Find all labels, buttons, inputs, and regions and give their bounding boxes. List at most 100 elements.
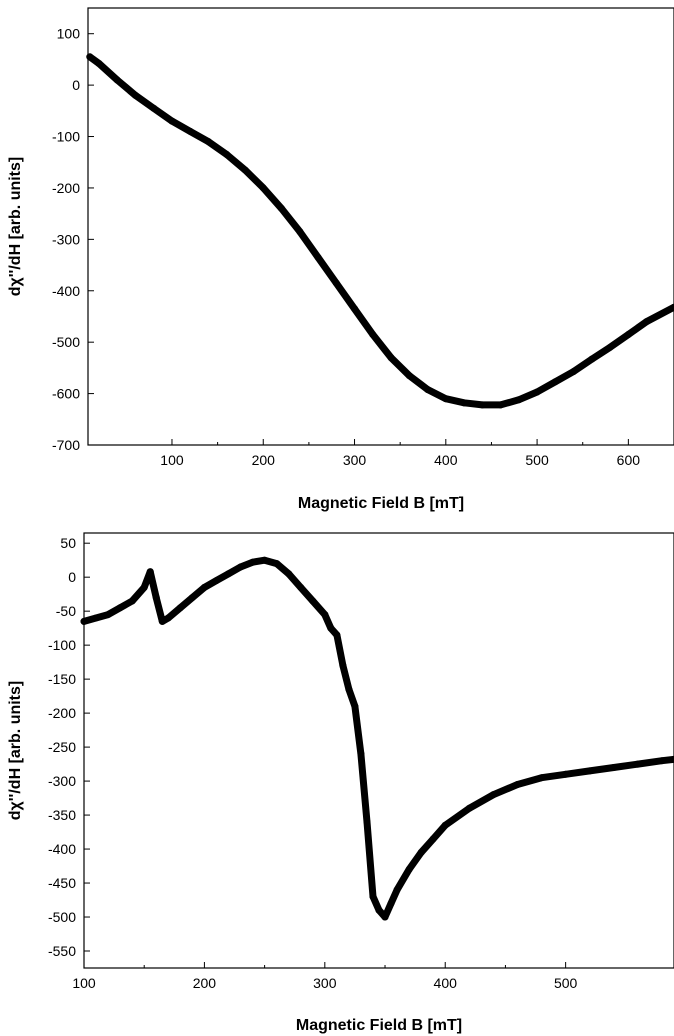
series-line — [86, 53, 674, 409]
data-point — [442, 395, 450, 403]
data-point — [224, 570, 232, 578]
data-point — [297, 583, 305, 591]
data-point — [150, 104, 158, 112]
data-point — [152, 594, 160, 602]
data-point — [95, 60, 103, 68]
data-point — [570, 367, 578, 375]
data-point — [658, 757, 666, 765]
x-tick-label: 300 — [343, 452, 367, 468]
data-point — [606, 343, 614, 351]
data-point — [610, 763, 618, 771]
data-point — [128, 597, 136, 605]
data-point — [80, 617, 88, 625]
data-point — [104, 611, 112, 619]
x-axis-title: Magnetic Field B [mT] — [296, 1017, 462, 1034]
data-point — [670, 303, 674, 311]
data-point — [158, 617, 166, 625]
data-point — [176, 604, 184, 612]
data-point — [261, 556, 269, 564]
data-point — [551, 378, 559, 386]
data-point — [369, 893, 377, 901]
y-tick-label: -150 — [48, 671, 76, 687]
y-tick-label: -200 — [48, 705, 76, 721]
data-point — [363, 818, 371, 826]
data-point — [204, 138, 212, 146]
data-point — [116, 604, 124, 612]
plot-frame — [83, 532, 674, 969]
data-point — [417, 848, 425, 856]
data-point — [86, 53, 94, 61]
y-tick-label: -400 — [48, 841, 76, 857]
data-point — [588, 355, 596, 363]
data-point — [393, 886, 401, 894]
data-point — [489, 791, 497, 799]
data-point — [113, 76, 121, 84]
data-point — [92, 614, 100, 622]
data-point — [670, 755, 674, 763]
data-point — [345, 685, 353, 693]
data-point — [131, 91, 139, 99]
data-point — [186, 127, 194, 135]
data-point — [168, 117, 176, 125]
y-tick-label: -400 — [52, 283, 80, 299]
x-tick-label: 600 — [617, 452, 641, 468]
y-tick-label: -50 — [56, 603, 76, 619]
data-point — [460, 399, 468, 407]
x-axis-title: Magnetic Field B [mT] — [298, 495, 464, 512]
data-point — [375, 906, 383, 914]
data-point — [369, 330, 377, 338]
data-point — [146, 568, 154, 576]
y-tick-label: -250 — [48, 739, 76, 755]
data-point — [387, 354, 395, 362]
data-point — [309, 597, 317, 605]
data-point — [513, 780, 521, 788]
y-tick-label: -700 — [52, 437, 80, 453]
y-tick-label: 0 — [68, 569, 76, 585]
data-point — [634, 760, 642, 768]
data-point — [533, 388, 541, 396]
data-point — [223, 151, 231, 159]
data-point — [188, 594, 196, 602]
data-point — [200, 583, 208, 591]
x-tick-label: 100 — [160, 452, 184, 468]
data-point — [321, 611, 329, 619]
y-tick-label: 50 — [60, 535, 76, 551]
x-tick-label: 500 — [525, 452, 549, 468]
data-point — [478, 401, 486, 409]
y-tick-label: -300 — [48, 773, 76, 789]
data-point — [285, 570, 293, 578]
x-tick-label: 300 — [313, 975, 337, 991]
data-point — [332, 279, 340, 287]
data-point — [314, 253, 322, 261]
data-point — [351, 305, 359, 313]
data-point — [586, 767, 594, 775]
data-point — [405, 372, 413, 380]
y-axis-title: dχ''/dH [arb. units] — [7, 157, 24, 296]
y-tick-label: -100 — [52, 129, 80, 145]
y-axis-title: dχ''/dH [arb. units] — [7, 681, 24, 820]
y-tick-label: -500 — [52, 334, 80, 350]
y-tick-label: -300 — [52, 231, 80, 247]
data-point — [140, 583, 148, 591]
data-point — [381, 913, 389, 921]
data-point — [241, 166, 249, 174]
y-tick-label: -200 — [52, 180, 80, 196]
data-point — [429, 835, 437, 843]
data-point — [212, 577, 220, 585]
data-point — [624, 330, 632, 338]
x-tick-label: 200 — [193, 975, 217, 991]
data-point — [259, 184, 267, 192]
data-point — [278, 205, 286, 213]
data-point — [327, 624, 335, 632]
x-tick-label: 200 — [252, 452, 276, 468]
series-line — [80, 556, 674, 921]
data-point — [333, 631, 341, 639]
y-tick-label: 100 — [57, 26, 81, 42]
data-point — [497, 401, 505, 409]
data-point — [387, 899, 395, 907]
y-tick-label: -500 — [48, 909, 76, 925]
plot-frame — [87, 7, 674, 446]
data-point — [515, 396, 523, 404]
y-tick-label: -600 — [52, 386, 80, 402]
